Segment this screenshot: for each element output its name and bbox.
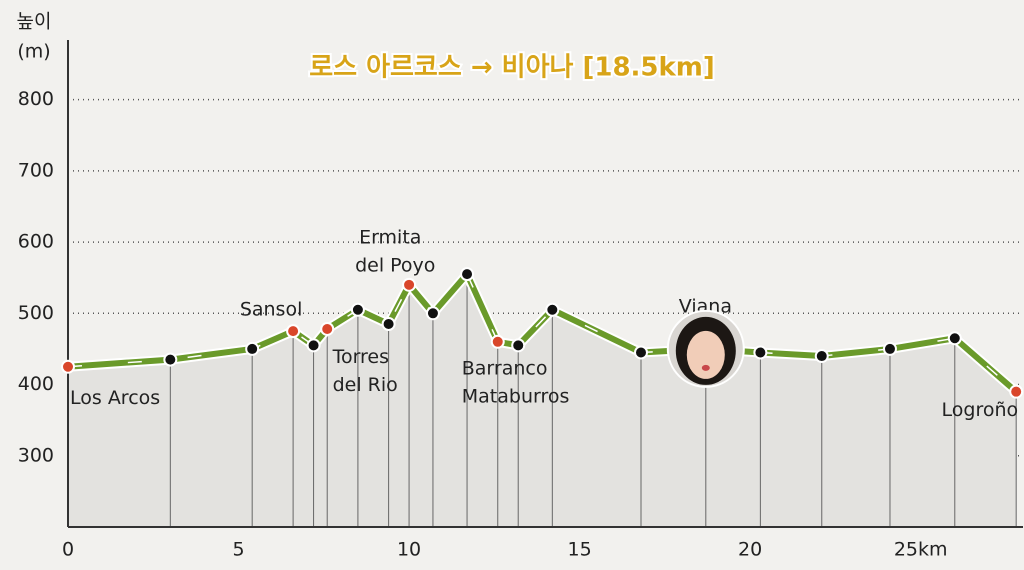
x-tick-label: 15 (568, 539, 592, 561)
point (511, 338, 526, 353)
place-label: Torres (332, 346, 389, 368)
x-tick-label: 20 (738, 539, 762, 561)
area (68, 274, 1017, 527)
point (286, 324, 301, 339)
x-tick-label: 5 (232, 539, 244, 561)
y-tick-label: 400 (18, 373, 54, 395)
point (402, 277, 417, 292)
place-label: Los Arcos (70, 387, 160, 409)
point (460, 267, 475, 282)
place-label: Viana (679, 295, 732, 317)
y-tick-label: 800 (18, 88, 54, 110)
point (245, 341, 260, 356)
point (306, 338, 321, 353)
y-tick-label: 600 (18, 231, 54, 253)
place-label: del Rio (333, 374, 398, 396)
x-tick-label: 0 (62, 539, 74, 561)
point (320, 321, 335, 336)
point (61, 359, 75, 374)
avatar-mouth (701, 364, 710, 371)
place-label: Sansol (240, 299, 303, 321)
y-tick-label: 500 (18, 302, 54, 324)
x-tick-label: 25km (894, 539, 948, 561)
x-tick-label: 10 (397, 539, 421, 561)
avatar-face (686, 330, 725, 379)
chart-title: 로스 아르코스 → 비아나 [18.5km] (309, 53, 715, 83)
avatar (666, 309, 745, 388)
point (753, 345, 768, 360)
plot: 300 400 500 600 700 800 0 5 10 15 20 25km Los Arcos S… (18, 40, 1024, 561)
place-label: Mataburros (462, 385, 570, 407)
point (163, 352, 178, 367)
point (1009, 384, 1024, 399)
point (882, 341, 897, 356)
point (947, 331, 962, 346)
point (545, 302, 560, 317)
place-label: Logroño (942, 399, 1019, 421)
place-label: del Poyo (355, 254, 435, 276)
place-label: Ermita (359, 226, 421, 248)
y-tick-label: 300 (18, 444, 54, 466)
y-tick-label: 700 (18, 159, 54, 181)
y-axis-unit: (m) (17, 41, 50, 63)
point (490, 334, 505, 349)
y-axis-label: 높이 (17, 11, 52, 33)
point (350, 302, 365, 317)
point (814, 349, 829, 364)
point (634, 345, 648, 360)
place-label: Barranco (462, 357, 548, 379)
point (425, 306, 440, 321)
point (381, 316, 396, 331)
